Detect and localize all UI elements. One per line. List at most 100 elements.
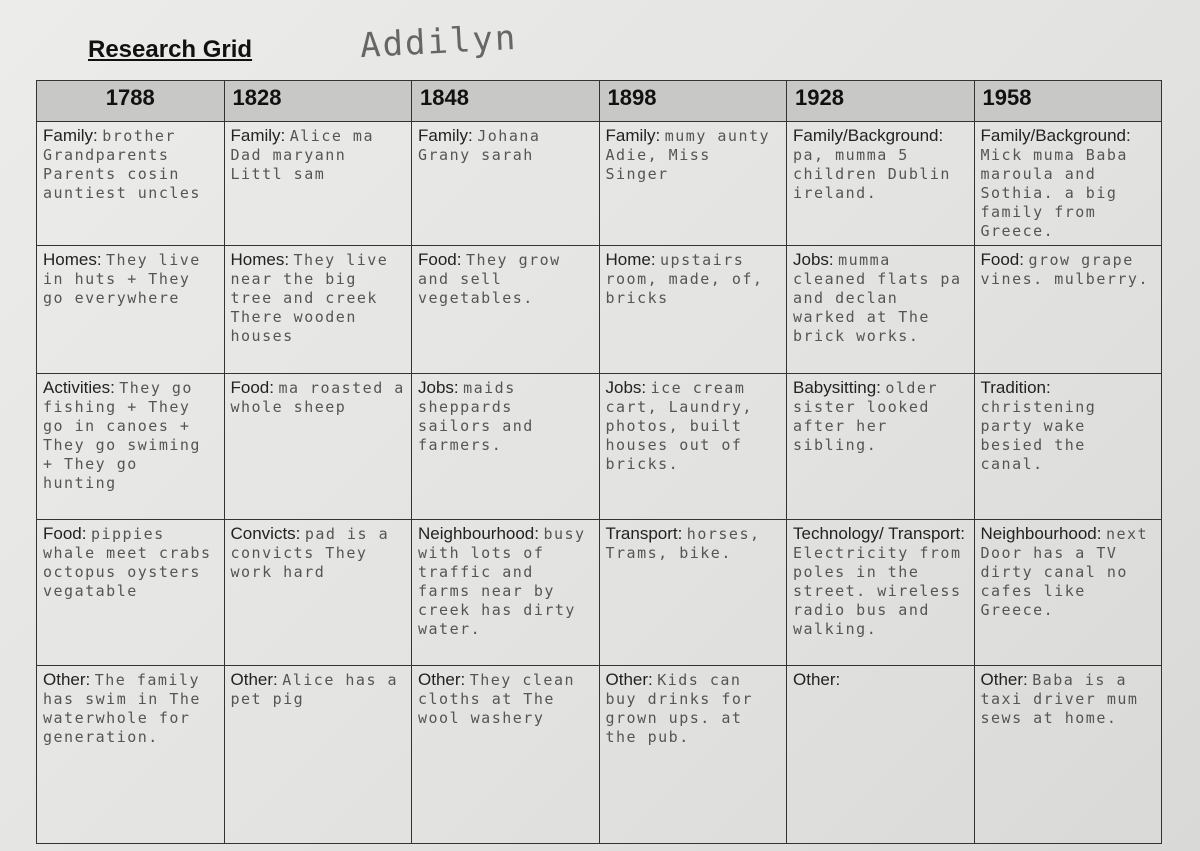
grid-row: Family: brother Grandparents Parents cos…	[36, 121, 1162, 246]
cell-label: Other:	[980, 670, 1028, 689]
cell-label: Home:	[605, 250, 656, 269]
grid-cell: Other: Kids can buy drinks for grown ups…	[598, 665, 787, 844]
research-grid: 1788 1828 1848 1898 1928 1958 Family: brother…	[36, 80, 1162, 844]
grid-cell: Food: ma roasted a whole sheep	[223, 373, 412, 520]
handwritten-note: Mick muma Baba maroula and Sothia. a big…	[980, 146, 1128, 240]
handwritten-note: pippies whale meet crabs octopus oysters…	[43, 525, 212, 600]
handwritten-note: They clean cloths at The wool washery	[418, 671, 576, 727]
handwritten-note: ice cream cart, Laundry, photos, built h…	[605, 379, 753, 473]
grid-cell: Other: They clean cloths at The wool was…	[411, 665, 600, 844]
handwritten-note: Alice ma Dad maryann Littl sam	[230, 127, 374, 183]
grid-cell: Convicts: pad is a convicts They work ha…	[223, 519, 412, 666]
cell-label: Food:	[43, 524, 87, 543]
cell-label: Other:	[43, 670, 91, 689]
grid-row: Other: The family has swim in The waterw…	[36, 665, 1162, 844]
cell-label: Transport:	[605, 524, 683, 543]
cell-label: Other:	[793, 670, 841, 689]
grid-cell: Other: Baba is a taxi driver mum sews at…	[973, 665, 1162, 844]
grid-cell: Family: Johana Grany sarah	[411, 121, 600, 246]
year-header: 1898	[598, 80, 787, 122]
handwritten-note: mumy aunty Adie, Miss Singer	[605, 127, 771, 183]
cell-label: Other:	[605, 670, 653, 689]
cell-label: Food:	[980, 250, 1024, 269]
handwritten-note: pa, mumma 5 children Dublin ireland.	[793, 146, 951, 202]
cell-label: Neighbourhood:	[418, 524, 539, 543]
grid-cell: Jobs: maids sheppards sailors and farmer…	[411, 373, 600, 520]
cell-label: Family/Background:	[980, 126, 1131, 145]
year-header: 1928	[786, 80, 975, 122]
cell-label: Family:	[605, 126, 661, 145]
cell-label: Family:	[418, 126, 473, 145]
cell-label: Food:	[418, 250, 462, 269]
grid-row: Homes: They live in huts + They go every…	[36, 245, 1162, 374]
cell-label: Convicts:	[230, 524, 301, 543]
grid-cell: Neighbourhood: busy with lots of traffic…	[411, 519, 600, 666]
grid-cell: Food: grow grape vines. mulberry.	[973, 245, 1162, 374]
grid-cell: Jobs: mumma cleaned flats pa and declan …	[786, 245, 975, 374]
grid-cell: Babysitting: older sister looked after h…	[786, 373, 975, 520]
cell-label: Jobs:	[418, 378, 459, 397]
grid-cell: Transport: horses, Trams, bike.	[598, 519, 787, 666]
cell-label: Family/Background:	[793, 126, 944, 145]
year-header: 1828	[223, 80, 412, 122]
handwritten-note: brother Grandparents Parents cosin aunti…	[43, 127, 201, 202]
grid-cell: Home: upstairs room, made, of, bricks	[598, 245, 787, 374]
cell-label: Tradition:	[980, 378, 1051, 397]
handwritten-note: grow grape vines. mulberry.	[980, 251, 1149, 288]
handwritten-note: Alice has a pet pig	[230, 671, 399, 708]
cell-label: Other:	[418, 670, 466, 689]
grid-row: Activities: They go fishing + They go in…	[36, 373, 1162, 520]
cell-label: Family:	[43, 126, 98, 145]
handwritten-note: maids sheppards sailors and farmers.	[418, 379, 534, 454]
cell-label: Other:	[230, 670, 278, 689]
grid-row: Food: pippies whale meet crabs octopus o…	[36, 519, 1162, 666]
grid-cell: Homes: They live near the big tree and c…	[223, 245, 412, 374]
handwritten-note: They live near the big tree and creek Th…	[230, 251, 389, 345]
cell-label: Homes:	[43, 250, 102, 269]
handwritten-note: upstairs room, made, of, bricks	[605, 251, 764, 307]
grid-cell: Technology/ Transport: Electricity from …	[786, 519, 975, 666]
handwritten-note: Electricity from poles in the street. wi…	[793, 544, 962, 638]
grid-cell: Neighbourhood: next Door has a TV dirty …	[973, 519, 1162, 666]
header-row: 1788 1828 1848 1898 1928 1958	[36, 80, 1162, 122]
cell-label: Activities:	[43, 378, 115, 397]
grid-cell: Family: Alice ma Dad maryann Littl sam	[223, 121, 412, 246]
handwritten-note: Baba is a taxi driver mum sews at home.	[980, 671, 1139, 727]
handwritten-note: busy with lots of traffic and farms near…	[418, 525, 586, 638]
handwritten-note: Kids can buy drinks for grown ups. at th…	[605, 671, 753, 746]
grid-cell: Activities: They go fishing + They go in…	[36, 373, 225, 520]
cell-label: Technology/ Transport:	[793, 524, 965, 543]
cell-label: Food:	[230, 378, 274, 397]
handwritten-note: They live in huts + They go everywhere	[43, 251, 201, 307]
handwritten-note: next Door has a TV dirty canal no cafes …	[980, 525, 1149, 619]
grid-cell: Family: mumy aunty Adie, Miss Singer	[598, 121, 787, 246]
handwritten-note: Johana Grany sarah	[418, 127, 541, 164]
cell-label: Family:	[230, 126, 286, 145]
grid-cell: Family: brother Grandparents Parents cos…	[36, 121, 225, 246]
cell-label: Homes:	[230, 250, 290, 269]
handwritten-note: pad is a convicts They work hard	[230, 525, 390, 581]
grid-cell: Food: pippies whale meet crabs octopus o…	[36, 519, 225, 666]
handwritten-note: The family has swim in The waterwhole fo…	[43, 671, 201, 746]
cell-label: Jobs:	[793, 250, 834, 269]
handwritten-note: ma roasted a whole sheep	[230, 379, 405, 416]
grid-cell: Food: They grow and sell vegetables.	[411, 245, 600, 374]
grid-cell: Other:	[786, 665, 975, 844]
cell-label: Babysitting:	[793, 378, 881, 397]
year-header: 1788	[36, 80, 225, 122]
title: Research Grid	[88, 36, 253, 63]
grid-cell: Tradition: christening party wake besied…	[973, 373, 1162, 520]
grid-cell: Other: Alice has a pet pig	[223, 665, 412, 844]
grid-cell: Family/Background: Mick muma Baba maroul…	[973, 121, 1162, 246]
grid-cell: Family/Background: pa, mumma 5 children …	[786, 121, 975, 246]
grid-cell: Homes: They live in huts + They go every…	[36, 245, 225, 374]
cell-label: Neighbourhood:	[980, 524, 1102, 543]
year-header: 1848	[411, 80, 600, 122]
student-name: Addilyn	[359, 17, 519, 67]
handwritten-note: christening party wake besied the canal.	[980, 398, 1097, 473]
handwritten-note: mumma cleaned flats pa and declan warked…	[793, 251, 962, 345]
grid-body: Family: brother Grandparents Parents cos…	[36, 121, 1162, 844]
cell-label: Jobs:	[605, 378, 647, 397]
handwritten-note: horses, Trams, bike.	[605, 525, 761, 562]
